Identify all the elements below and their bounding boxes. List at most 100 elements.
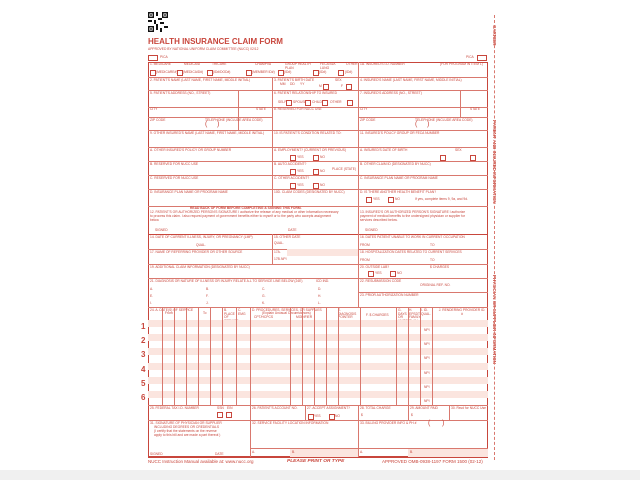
from-label: From [165,311,173,315]
medicaid-checkbox[interactable] [177,70,183,76]
patient-signature-text: 12. PATIENT'S OR AUTHORIZED PERSON'S SIG… [150,210,339,214]
assignment-no-checkbox[interactable] [329,414,335,420]
hosp-to-label: TO [430,258,435,262]
champva-checkbox[interactable] [246,70,252,76]
service-column-divider [236,307,237,405]
insured-sex-m-checkbox[interactable] [440,155,446,161]
outside-lab-no-checkbox[interactable] [390,271,396,277]
physician-signed-label: SIGNED [150,452,163,456]
service-line-number: 2 [141,336,146,346]
pica-left-checkbox[interactable] [148,55,158,61]
facility-b-label: b. [292,450,296,454]
hospitalization-label: 18. HOSPITALIZATION DATES RELATED TO CUR… [360,250,462,254]
service-column-divider [396,307,397,405]
diag-i: I. [150,301,152,305]
form-title: HEALTH INSURANCE CLAIM FORM [148,37,283,46]
patient-date-label: DATE [288,228,297,232]
auto-no-checkbox[interactable] [313,169,319,175]
service-column-divider [174,307,175,405]
medicare-checkbox[interactable] [150,70,156,76]
ssn-checkbox[interactable] [217,412,223,418]
diag-g: G. [262,294,266,298]
another-plan-no-checkbox[interactable] [388,197,394,203]
emg-label: C. EMG [238,308,246,316]
insured-sex-f-checkbox[interactable] [470,155,476,161]
insured-signed-label: SIGNED [365,228,378,232]
another-plan-label: d. IS THERE ANOTHER HEALTH BENEFIT PLAN? [360,190,437,194]
service-line-shaded [148,320,488,327]
read-back-notice: READ BACK OF FORM BEFORE COMPLETING & SI… [190,206,302,210]
outside-lab-yes-checkbox[interactable] [368,271,374,277]
unable-to-work-label: 16. DATES PATIENT UNABLE TO WORK IN CURR… [360,235,465,239]
billing-phone-parens: ( ) [428,420,445,427]
hosp-from-label: FROM [360,258,370,262]
employment-no-label: NO [320,155,325,159]
physician-certify-2: apply to this bill and are made a part t… [154,433,221,437]
group-health-label: GROUP HEALTH PLAN [285,62,311,70]
outside-lab-charges-label: $ CHARGES [430,265,450,269]
another-plan-yes-checkbox[interactable] [366,197,372,203]
pica-right-checkbox[interactable] [477,55,487,61]
employment-no-checkbox[interactable] [313,155,319,161]
service-column-divider [222,307,223,405]
service-line-shaded [148,334,488,342]
employment-label: a. EMPLOYMENT? (Current or Previous) [274,148,346,152]
rendering-provider-label: J. RENDERING PROVIDER ID. # [438,308,486,316]
field-17b-label: 17b. [274,257,281,261]
npi-17b-label: NPI [281,257,287,261]
service-line-npi: NPI [424,328,430,332]
other-policy-label: a. OTHER INSURED'S POLICY OR GROUP NUMBE… [150,148,232,152]
current-illness-label: 14. DATE OF CURRENT ILLNESS, INJURY, or … [150,235,253,239]
another-plan-note: If yes, complete items 9, 9a, and 9d. [415,197,468,201]
diag-f: F. [206,294,209,298]
patient-signature-text-2: to process this claim. I also request pa… [150,214,332,218]
tricare-checkbox[interactable] [207,70,213,76]
another-plan-yes-label: YES [373,197,380,201]
field-17a-label: 17a. [274,250,281,254]
ein-label: EIN [227,406,233,410]
service-column-divider [432,307,433,405]
ssn-label: SSN [217,406,224,410]
sex-f-checkbox[interactable] [346,84,352,90]
auto-yes-checkbox[interactable] [290,169,296,175]
qr-code-icon [148,12,168,32]
insured-tel-label: TELEPHONE (Include Area Code) [415,118,473,122]
patient-address-label: 5. PATIENT'S ADDRESS (No., Street) [150,91,211,95]
unable-to-label: TO [430,243,435,247]
assignment-yes-label: YES [314,414,321,418]
sex-m-checkbox[interactable] [323,84,329,90]
another-plan-no-label: NO [395,197,400,201]
rel-other-checkbox[interactable] [347,100,353,106]
rel-child-checkbox[interactable] [322,100,328,106]
physician-signature-label-2: INCLUDING DEGREES OR CREDENTIALS [154,425,220,429]
sex-label: SEX [335,78,342,82]
icd-ind-label: ICD Ind. [316,279,330,283]
patient-name-label: 2. PATIENT'S NAME (Last Name, First Name… [150,78,251,82]
birth-date-label: 3. PATIENT'S BIRTH DATE [274,78,315,82]
employment-yes-checkbox[interactable] [290,155,296,161]
other-claim-id-label: b. OTHER CLAIM ID (Designated by NUCC) [360,162,431,166]
ein-checkbox[interactable] [226,412,232,418]
feca-checkbox[interactable] [313,70,319,76]
other-accident-no-label: NO [320,183,325,187]
other-accident-yes-checkbox[interactable] [290,183,296,189]
other-checkbox[interactable] [338,70,344,76]
diag-a: A. [150,287,154,291]
group-health-checkbox[interactable] [278,70,284,76]
amount-paid-label: 29. AMOUNT PAID [410,406,438,410]
rel-spouse-label: Spouse [293,100,307,104]
pica-left-label: PICA [160,55,168,59]
referring-provider-label: 17. NAME OF REFERRING PROVIDER OR OTHER … [150,250,243,254]
service-line-shaded [148,348,488,356]
rel-spouse-checkbox[interactable] [305,100,311,106]
rel-self-checkbox[interactable] [286,100,292,106]
footer-nucc-manual: NUCC Instruction Manual available at: ww… [148,459,254,464]
prior-auth-label: 23. PRIOR AUTHORIZATION NUMBER [360,293,419,297]
assignment-yes-checkbox[interactable] [308,414,314,420]
champva-sub: (Member ID#) [252,70,275,74]
other-accident-no-checkbox[interactable] [313,183,319,189]
other-insured-name-label: 9. OTHER INSURED'S NAME (Last Name, Firs… [150,131,265,135]
billing-a-label: a. [360,450,364,454]
additional-info-label: 19. ADDITIONAL CLAIM INFORMATION (Design… [150,265,250,269]
diag-k: K. [262,301,266,305]
